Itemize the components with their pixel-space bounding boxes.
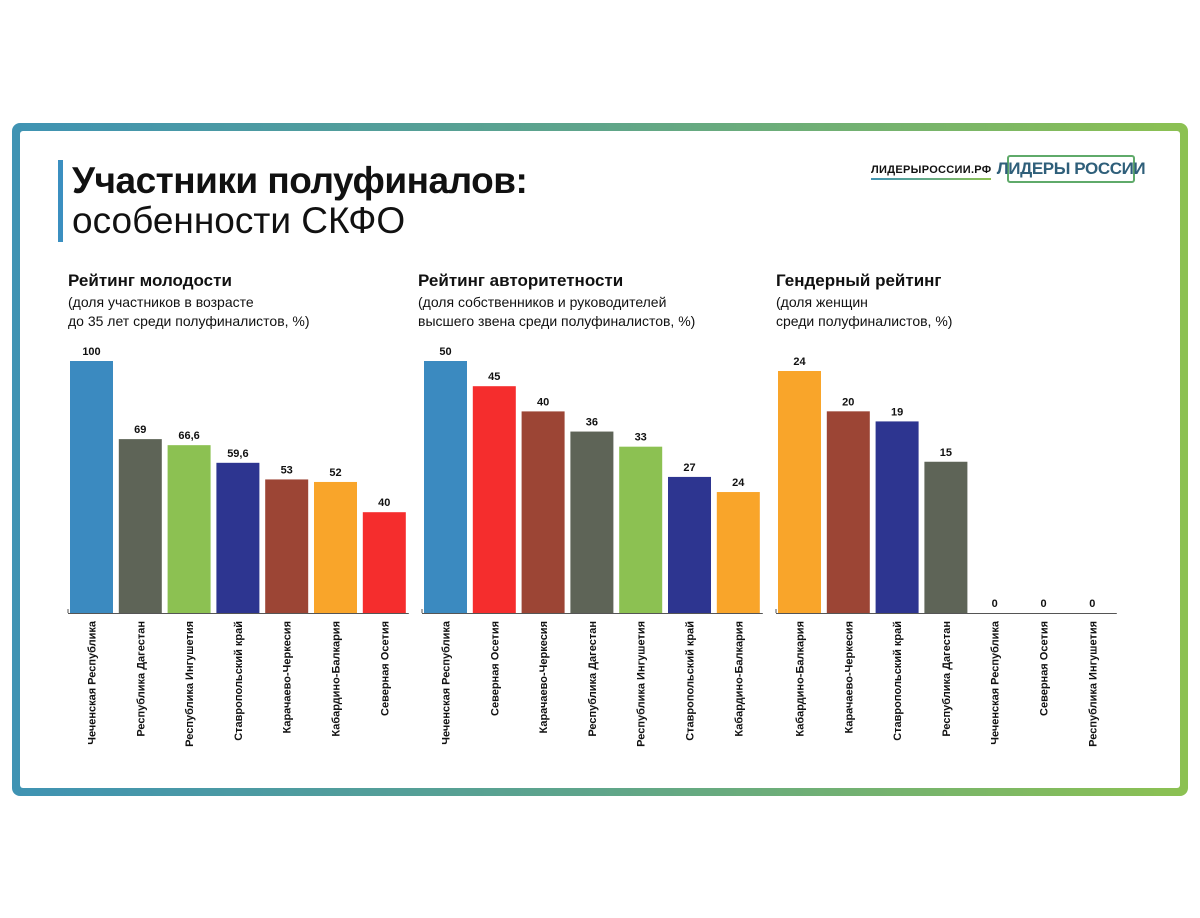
bar-value-label: 24 xyxy=(793,356,806,368)
category-label: Карачаево-Черкесия xyxy=(843,621,855,734)
category-label: Чеченская Республика xyxy=(87,620,99,745)
page-subtitle: особенности СКФО xyxy=(72,200,406,241)
bar xyxy=(716,492,760,613)
bar xyxy=(826,411,870,613)
bar-value-label: 66,6 xyxy=(178,430,199,442)
page-title: Участники полуфиналов: xyxy=(72,160,528,201)
bar-value-label: 27 xyxy=(683,462,695,474)
chart-title: Гендерный рейтинг xyxy=(776,271,942,290)
site-link-underline xyxy=(871,178,991,180)
category-label: Карачаево-Черкесия xyxy=(282,621,294,734)
bar xyxy=(619,446,663,613)
bar-value-label: 15 xyxy=(940,447,952,459)
chart-subtitle-line1: (доля собственников и руководителей xyxy=(418,294,667,310)
bar-value-label: 0 xyxy=(1089,598,1095,610)
category-label: Северная Осетия xyxy=(489,621,501,716)
bar xyxy=(216,462,260,613)
bar xyxy=(424,361,467,613)
bar-value-label: 33 xyxy=(635,432,647,444)
category-label: Карачаево-Черкесия xyxy=(538,621,550,734)
bar-value-label: 36 xyxy=(586,417,598,429)
chart-header-youth: Рейтинг молодости (доля участников в воз… xyxy=(68,270,310,331)
category-label: Республика Ингушетия xyxy=(1087,621,1099,747)
chart-subtitle-line1: (доля женщин xyxy=(776,294,868,310)
bar xyxy=(668,476,711,613)
chart-subtitle-line2: высшего звена среди полуфиналистов, %) xyxy=(418,313,696,329)
bar-value-label: 45 xyxy=(488,371,500,383)
chart-subtitle-line1: (доля участников в возрасте xyxy=(68,294,254,310)
title-accent-bar xyxy=(58,160,63,242)
category-label: Республика Дагестан xyxy=(941,621,953,737)
bar-value-label: 0 xyxy=(1040,598,1046,610)
category-label: Кабардино-Балкария xyxy=(795,621,807,737)
bar-value-label: 0 xyxy=(992,598,998,610)
category-label: Кабардино-Балкария xyxy=(733,621,745,737)
bar-value-label: 20 xyxy=(842,396,854,408)
bar-value-label: 59,6 xyxy=(227,448,248,460)
bar-value-label: 53 xyxy=(281,464,293,476)
bar-value-label: 24 xyxy=(732,477,745,489)
bar-value-label: 52 xyxy=(329,467,341,479)
chart-0: 100 Чеченская Республика 69 Республика Даге… xyxy=(67,346,409,747)
bar xyxy=(924,461,968,613)
bar xyxy=(167,445,211,613)
chart-title: Рейтинг авторитетности xyxy=(418,271,624,290)
category-label: Республика Дагестан xyxy=(587,621,599,737)
category-label: Республика Дагестан xyxy=(135,621,147,737)
chart-header-gender: Гендерный рейтинг (доля женщин среди пол… xyxy=(776,270,952,331)
category-label: Республика Ингушетия xyxy=(636,621,648,747)
chart-2: 24 Кабардино-Балкария 20 Карачаево-Черкесия… xyxy=(775,356,1117,747)
bar xyxy=(265,479,309,613)
bar xyxy=(521,411,565,613)
chart-subtitle-line2: до 35 лет среди полуфиналистов, %) xyxy=(68,313,310,329)
bar xyxy=(472,386,516,613)
chart-subtitle-line2: среди полуфиналистов, %) xyxy=(776,313,953,329)
bar xyxy=(362,512,406,613)
chart-1: 50 Чеченская Республика 45 Северная Осетия 4… xyxy=(421,346,763,747)
category-label: Северная Осетия xyxy=(379,621,391,716)
category-label: Ставропольский край xyxy=(685,621,697,741)
category-label: Ставропольский край xyxy=(233,621,245,741)
category-label: Чеченская Республика xyxy=(441,620,453,745)
bar xyxy=(570,431,614,613)
bar-value-label: 69 xyxy=(134,424,146,436)
category-label: Республика Ингушетия xyxy=(184,621,196,747)
bar-value-label: 19 xyxy=(891,406,903,418)
category-label: Чеченская Республика xyxy=(990,620,1002,745)
bar-value-label: 40 xyxy=(378,497,390,509)
bar xyxy=(778,371,821,613)
chart-header-authority: Рейтинг авторитетности (доля собственник… xyxy=(418,270,695,331)
bar xyxy=(314,481,357,613)
bar-value-label: 40 xyxy=(537,396,549,408)
site-link[interactable]: ЛИДЕРЫРОССИИ.РФ xyxy=(871,164,992,176)
bar-value-label: 50 xyxy=(439,346,451,358)
brand-logo: ЛИДЕРЫ РОССИИ xyxy=(997,155,1146,183)
bar xyxy=(118,439,162,613)
bar xyxy=(70,361,113,613)
bar-value-label: 100 xyxy=(82,346,100,358)
category-label: Кабардино-Балкария xyxy=(331,621,343,737)
category-label: Ставропольский край xyxy=(892,621,904,741)
category-label: Северная Осетия xyxy=(1039,621,1051,716)
chart-title: Рейтинг молодости xyxy=(68,271,232,290)
bar xyxy=(875,421,919,613)
